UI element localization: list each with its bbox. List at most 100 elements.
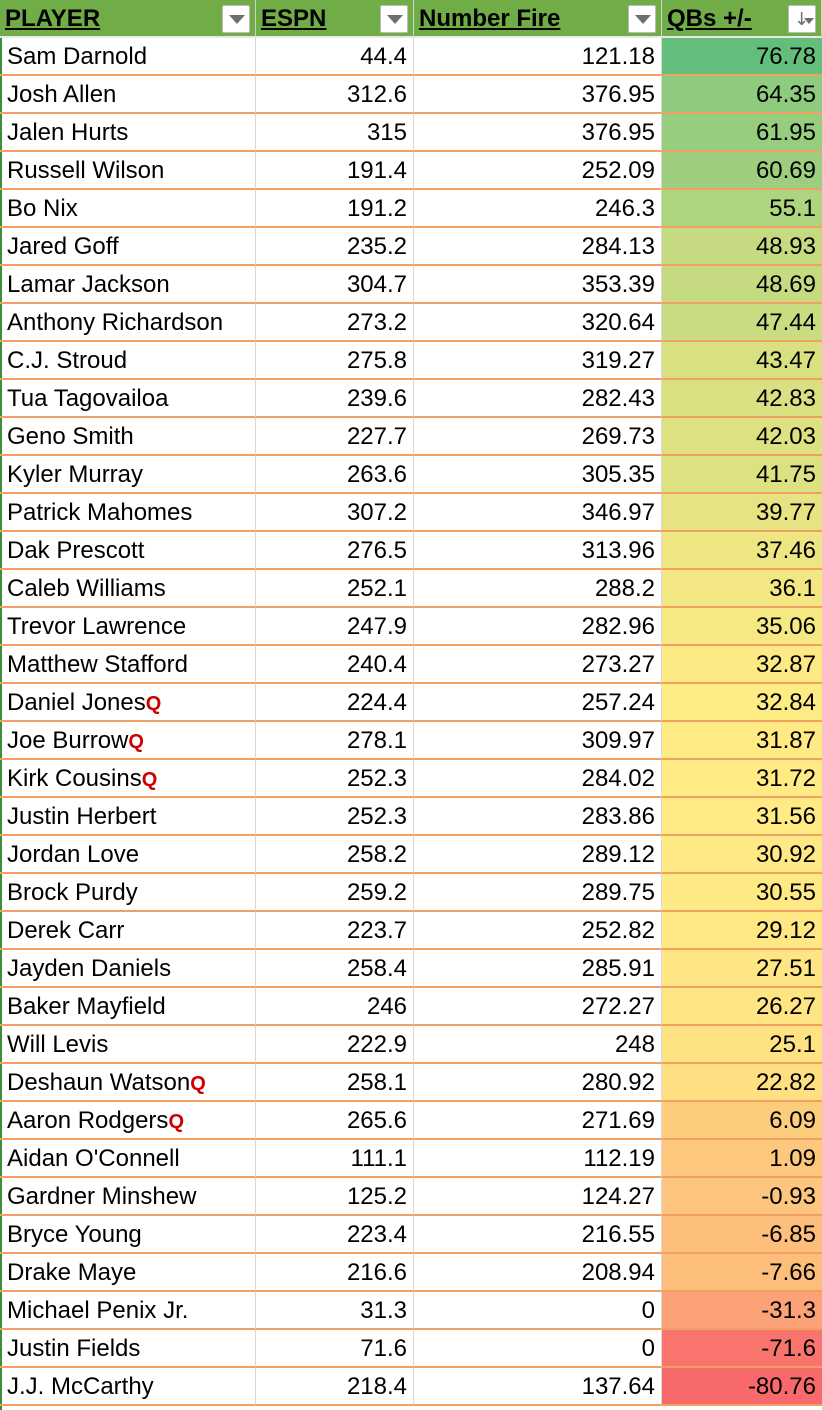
- cell-espn[interactable]: 258.4: [256, 950, 414, 988]
- cell-espn[interactable]: 223.7: [256, 912, 414, 950]
- cell-espn[interactable]: 278.1: [256, 722, 414, 760]
- cell-number-fire[interactable]: 320.64: [414, 304, 662, 342]
- cell-espn[interactable]: 276.5: [256, 532, 414, 570]
- cell-qbs-diff[interactable]: 31.87: [662, 722, 822, 760]
- cell-player[interactable]: Gardner Minshew: [0, 1178, 256, 1216]
- cell-qbs-diff[interactable]: 43.47: [662, 342, 822, 380]
- cell-player[interactable]: Derek Carr: [0, 912, 256, 950]
- cell-player[interactable]: Jalen Hurts: [0, 114, 256, 152]
- filter-dropdown-button[interactable]: [222, 5, 250, 33]
- cell-espn[interactable]: 247.9: [256, 608, 414, 646]
- cell-qbs-diff[interactable]: 37.46: [662, 532, 822, 570]
- cell-player[interactable]: Justin Herbert: [0, 798, 256, 836]
- cell-player[interactable]: Trevor Lawrence: [0, 608, 256, 646]
- cell-qbs-diff[interactable]: 36.1: [662, 570, 822, 608]
- cell-number-fire[interactable]: 319.27: [414, 342, 662, 380]
- cell-qbs-diff[interactable]: 31.72: [662, 760, 822, 798]
- cell-qbs-diff[interactable]: 25.1: [662, 1026, 822, 1064]
- cell-player[interactable]: Deshaun WatsonQ: [0, 1064, 256, 1102]
- cell-player[interactable]: Bryce Young: [0, 1216, 256, 1254]
- cell-player[interactable]: Josh Allen: [0, 76, 256, 114]
- cell-player[interactable]: Bo Nix: [0, 190, 256, 228]
- cell-number-fire[interactable]: 208.94: [414, 1254, 662, 1292]
- cell-number-fire[interactable]: 137.64: [414, 1368, 662, 1406]
- cell-qbs-diff[interactable]: 30.92: [662, 836, 822, 874]
- cell-player[interactable]: Sam Darnold: [0, 38, 256, 76]
- cell-number-fire[interactable]: 0: [414, 1330, 662, 1368]
- cell-espn[interactable]: 125.2: [256, 1178, 414, 1216]
- cell-player[interactable]: J.J. McCarthy: [0, 1368, 256, 1406]
- cell-number-fire[interactable]: 284.02: [414, 760, 662, 798]
- cell-espn[interactable]: 191.2: [256, 190, 414, 228]
- cell-number-fire[interactable]: 282.43: [414, 380, 662, 418]
- cell-espn[interactable]: 235.2: [256, 228, 414, 266]
- cell-number-fire[interactable]: 0: [414, 1292, 662, 1330]
- cell-number-fire[interactable]: 252.82: [414, 912, 662, 950]
- cell-qbs-diff[interactable]: 39.77: [662, 494, 822, 532]
- cell-number-fire[interactable]: 257.24: [414, 684, 662, 722]
- cell-number-fire[interactable]: 289.75: [414, 874, 662, 912]
- cell-number-fire[interactable]: 288.2: [414, 570, 662, 608]
- cell-number-fire[interactable]: 376.95: [414, 76, 662, 114]
- cell-espn[interactable]: 258.1: [256, 1064, 414, 1102]
- cell-qbs-diff[interactable]: -31.3: [662, 1292, 822, 1330]
- cell-espn[interactable]: 224.4: [256, 684, 414, 722]
- cell-qbs-diff[interactable]: 31.56: [662, 798, 822, 836]
- cell-qbs-diff[interactable]: 32.87: [662, 646, 822, 684]
- cell-player[interactable]: Kirk CousinsQ: [0, 760, 256, 798]
- cell-number-fire[interactable]: 248: [414, 1026, 662, 1064]
- cell-espn[interactable]: 307.2: [256, 494, 414, 532]
- cell-espn[interactable]: 240.4: [256, 646, 414, 684]
- cell-player[interactable]: Caleb Williams: [0, 570, 256, 608]
- cell-espn[interactable]: 252.1: [256, 570, 414, 608]
- cell-number-fire[interactable]: 271.69: [414, 1102, 662, 1140]
- cell-number-fire[interactable]: 273.27: [414, 646, 662, 684]
- cell-espn[interactable]: 222.9: [256, 1026, 414, 1064]
- cell-espn[interactable]: 239.6: [256, 380, 414, 418]
- cell-player[interactable]: Brock Purdy: [0, 874, 256, 912]
- cell-number-fire[interactable]: 284.13: [414, 228, 662, 266]
- cell-qbs-diff[interactable]: 1.09: [662, 1140, 822, 1178]
- cell-player[interactable]: Will Levis: [0, 1026, 256, 1064]
- cell-qbs-diff[interactable]: 64.35: [662, 76, 822, 114]
- cell-number-fire[interactable]: 124.27: [414, 1178, 662, 1216]
- cell-qbs-diff[interactable]: 35.06: [662, 608, 822, 646]
- cell-player[interactable]: Aidan O'Connell: [0, 1140, 256, 1178]
- cell-player[interactable]: Matthew Stafford: [0, 646, 256, 684]
- cell-number-fire[interactable]: 309.97: [414, 722, 662, 760]
- cell-player[interactable]: Dak Prescott: [0, 532, 256, 570]
- cell-espn[interactable]: 246: [256, 988, 414, 1026]
- cell-number-fire[interactable]: 289.12: [414, 836, 662, 874]
- cell-player[interactable]: Kyler Murray: [0, 456, 256, 494]
- cell-espn[interactable]: 273.2: [256, 304, 414, 342]
- cell-player[interactable]: Justin Fields: [0, 1330, 256, 1368]
- header-espn[interactable]: ESPN: [256, 0, 414, 38]
- cell-player[interactable]: Lamar Jackson: [0, 266, 256, 304]
- cell-player[interactable]: Jared Goff: [0, 228, 256, 266]
- cell-qbs-diff[interactable]: -0.93: [662, 1178, 822, 1216]
- cell-number-fire[interactable]: 121.18: [414, 38, 662, 76]
- sort-filter-button[interactable]: ↓: [788, 5, 816, 33]
- cell-qbs-diff[interactable]: 26.27: [662, 988, 822, 1026]
- cell-player[interactable]: Jayden Daniels: [0, 950, 256, 988]
- cell-player[interactable]: Baker Mayfield: [0, 988, 256, 1026]
- cell-qbs-diff[interactable]: 42.83: [662, 380, 822, 418]
- cell-espn[interactable]: 304.7: [256, 266, 414, 304]
- cell-qbs-diff[interactable]: 48.93: [662, 228, 822, 266]
- cell-number-fire[interactable]: 269.73: [414, 418, 662, 456]
- cell-number-fire[interactable]: 376.95: [414, 114, 662, 152]
- cell-espn[interactable]: 71.6: [256, 1330, 414, 1368]
- cell-number-fire[interactable]: 216.55: [414, 1216, 662, 1254]
- cell-qbs-diff[interactable]: 42.03: [662, 418, 822, 456]
- cell-espn[interactable]: 111.1: [256, 1140, 414, 1178]
- cell-qbs-diff[interactable]: 48.69: [662, 266, 822, 304]
- cell-espn[interactable]: 259.2: [256, 874, 414, 912]
- filter-dropdown-button[interactable]: [380, 5, 408, 33]
- cell-espn[interactable]: 191.4: [256, 152, 414, 190]
- cell-qbs-diff[interactable]: 30.55: [662, 874, 822, 912]
- cell-player[interactable]: Aaron RodgersQ: [0, 1102, 256, 1140]
- cell-qbs-diff[interactable]: 60.69: [662, 152, 822, 190]
- cell-player[interactable]: Tua Tagovailoa: [0, 380, 256, 418]
- header-number-fire[interactable]: Number Fire: [414, 0, 662, 38]
- cell-espn[interactable]: 275.8: [256, 342, 414, 380]
